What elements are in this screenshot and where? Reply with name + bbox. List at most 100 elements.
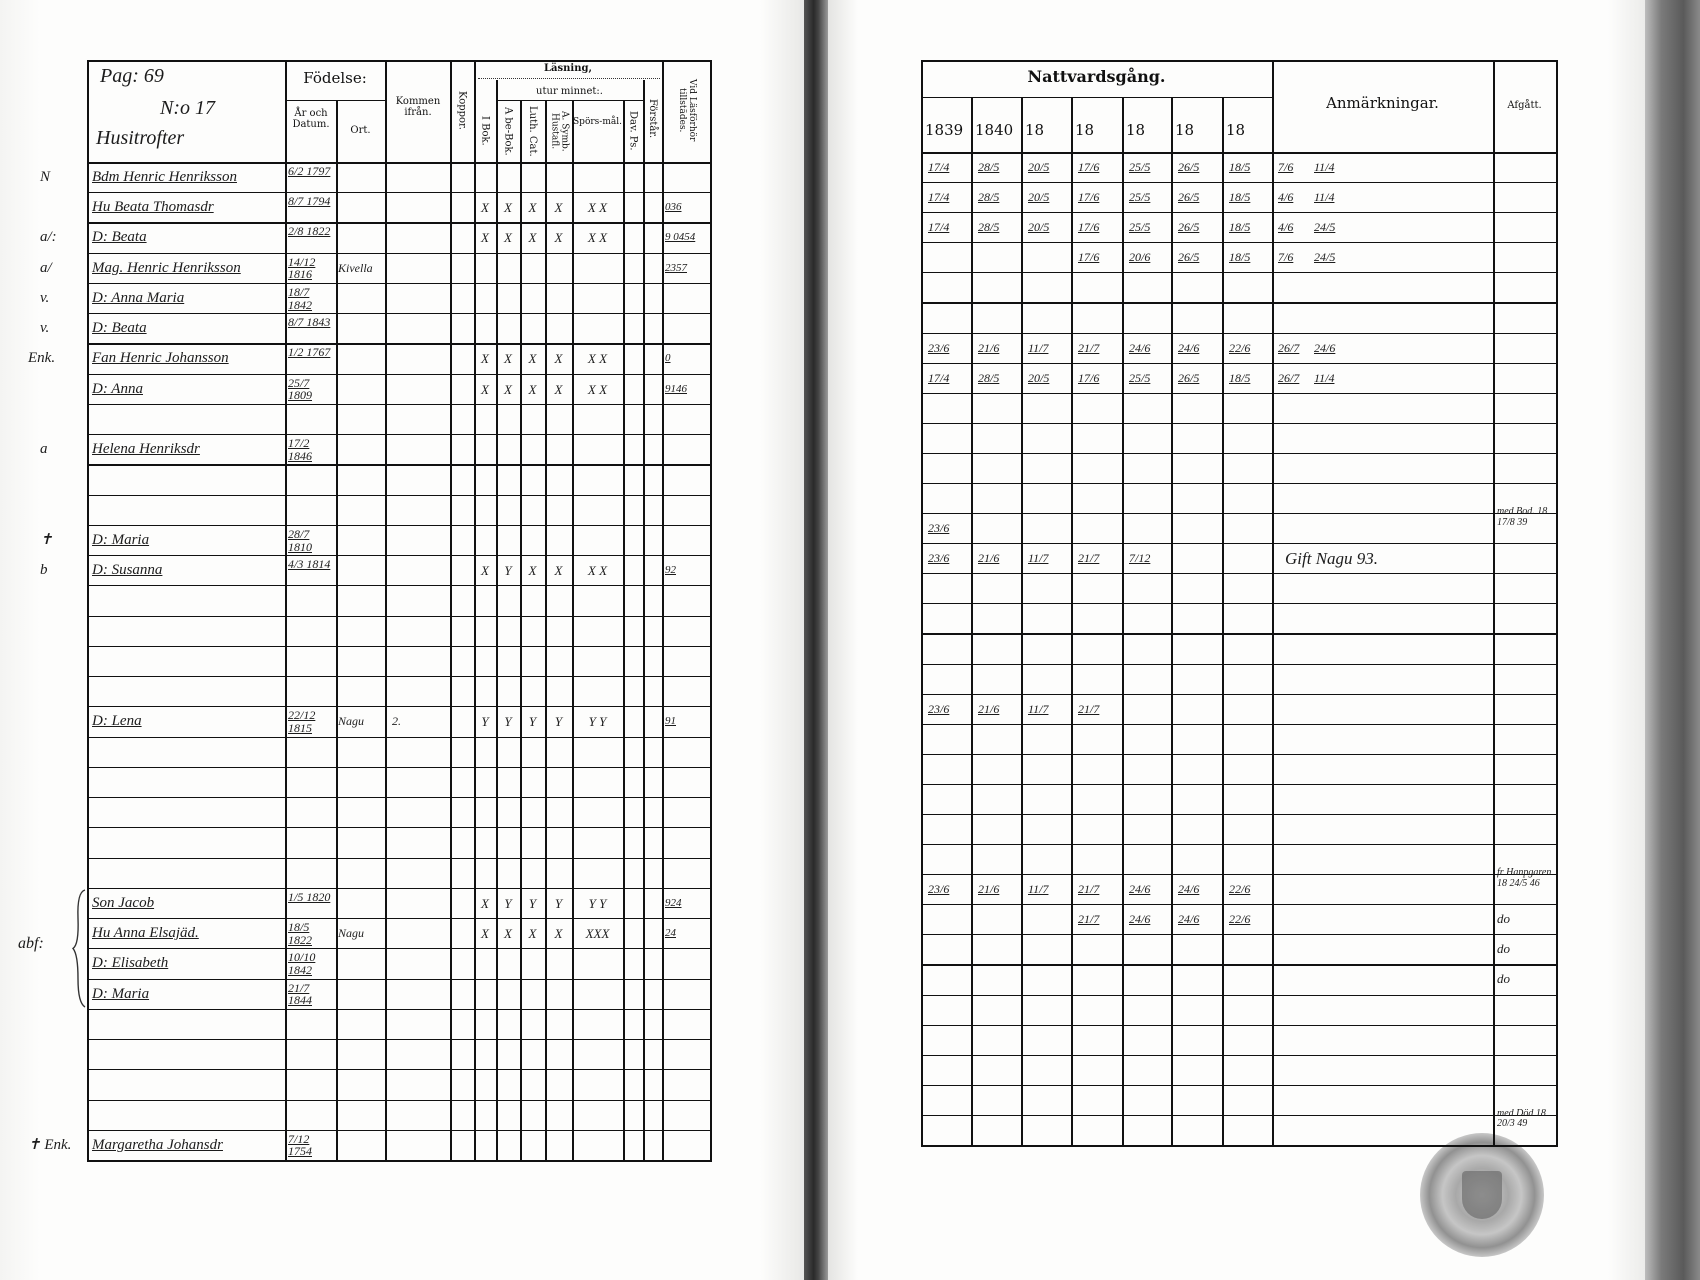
grid-line	[87, 343, 712, 345]
header-i-bok: I Bok.	[479, 116, 491, 146]
grid-line	[87, 252, 712, 254]
person-name: D: Anna	[92, 380, 143, 397]
communion-date: 21/7	[1078, 701, 1100, 716]
grid-line	[87, 434, 712, 436]
grid-line	[87, 645, 712, 647]
header-lasning: Läsning,	[544, 63, 592, 74]
grid-line	[87, 60, 712, 62]
grid-line	[921, 603, 1558, 605]
communion-date: 22/6	[1229, 340, 1251, 355]
reading-mark: Y	[554, 714, 563, 730]
remark-date: 7/6	[1278, 250, 1294, 265]
communion-date: 11/7	[1028, 551, 1049, 566]
communion-date: 26/5	[1178, 370, 1200, 385]
communion-date: 24/6	[1178, 882, 1200, 897]
person-name: D: Beata	[92, 229, 147, 246]
birth-place: Nagu	[338, 926, 365, 941]
grid-line	[921, 452, 1558, 454]
grid-line	[971, 97, 973, 1145]
grid-line	[87, 222, 712, 224]
examination-attendance: 9146	[665, 382, 687, 395]
reading-mark: X	[554, 200, 563, 216]
header-year: 18	[1075, 121, 1095, 139]
birth-place: Kivella	[338, 260, 373, 275]
grid-line	[87, 706, 712, 708]
birth-date: 10/10 1842	[288, 950, 316, 977]
birth-date: 1/5 1820	[288, 889, 331, 904]
communion-date: 20/5	[1028, 160, 1050, 174]
row-margin-note: a	[40, 441, 48, 458]
communion-date: 26/5	[1178, 190, 1200, 205]
communion-date: 21/6	[978, 340, 1000, 355]
grid-line	[921, 483, 1558, 485]
grid-line	[1272, 60, 1274, 1145]
communion-date: 17/4	[928, 190, 950, 205]
communion-date: 25/5	[1129, 220, 1151, 235]
grid-line	[285, 100, 385, 102]
person-name: Hu Beata Thomasdr	[92, 199, 214, 216]
communion-date: 18/5	[1229, 370, 1251, 385]
grid-line	[710, 60, 712, 1160]
grid-line	[921, 783, 1558, 785]
reading-mark: X	[528, 926, 537, 942]
grid-line	[87, 1160, 712, 1162]
header-koppor: Koppor.	[456, 90, 468, 130]
communion-date: 28/5	[978, 160, 1000, 174]
communion-date: 23/6	[928, 521, 950, 536]
grid-line	[87, 60, 89, 1160]
header-year: 18	[1126, 121, 1146, 139]
grid-line	[1071, 97, 1073, 1145]
communion-date: 24/6	[1129, 340, 1151, 355]
communion-date: 24/6	[1129, 882, 1151, 897]
remark-text: Gift Nagu 93.	[1285, 549, 1379, 569]
reading-mark: X	[528, 200, 537, 216]
grid-line	[1021, 97, 1023, 1145]
grid-line	[921, 212, 1558, 214]
page-edge	[1645, 0, 1700, 1280]
grid-line	[496, 100, 643, 102]
grid-line	[520, 100, 522, 1160]
reading-mark: Y	[481, 714, 489, 730]
header-year: 18	[1226, 121, 1246, 139]
reading-mark: Y	[504, 714, 512, 730]
communion-date: 21/7	[1078, 912, 1100, 927]
communion-date: 17/4	[928, 220, 950, 235]
grid-line	[385, 60, 387, 1160]
row-margin-note: ✝	[40, 531, 53, 548]
birth-date: 14/12 1816	[288, 254, 316, 282]
communion-date: 25/5	[1129, 190, 1151, 205]
birth-date: 17/2 1846	[288, 436, 312, 463]
grid-line	[87, 282, 712, 285]
grid-line	[921, 964, 1558, 966]
header-ar-datum: År och Datum.	[292, 108, 330, 130]
grid-line	[921, 1114, 1558, 1116]
grid-line	[545, 100, 547, 1160]
examination-attendance: 924	[665, 896, 682, 909]
parish-seal-icon	[1420, 1133, 1544, 1257]
reading-mark: X	[481, 895, 489, 911]
reading-mark: X	[504, 351, 512, 367]
person-name: Mag. Henric Henriksson	[92, 259, 241, 276]
communion-date: 21/6	[978, 701, 1000, 716]
row-margin-note: a/	[40, 259, 52, 276]
person-name: D: Susanna	[92, 562, 163, 579]
grid-line	[921, 182, 1558, 184]
grid-line	[496, 80, 498, 1160]
grid-line	[87, 978, 712, 980]
grid-line	[87, 857, 712, 859]
examination-attendance: 91	[665, 715, 676, 728]
grid-line	[87, 524, 712, 526]
person-name: D: Maria	[92, 531, 150, 548]
grid-line	[87, 948, 712, 950]
communion-date: 28/5	[978, 220, 1000, 235]
communion-date: 28/5	[978, 190, 1000, 205]
header-luth-cat: Luth. Cat.	[527, 105, 538, 157]
communion-date: 23/6	[928, 551, 950, 566]
communion-date: 20/5	[1028, 190, 1050, 205]
reading-mark: X	[481, 351, 489, 367]
reading-mark: X	[504, 200, 512, 216]
communion-date: 26/5	[1178, 250, 1200, 265]
grid-line	[921, 60, 1558, 62]
header-year: 18	[1175, 121, 1195, 139]
grid-line	[921, 1024, 1558, 1026]
